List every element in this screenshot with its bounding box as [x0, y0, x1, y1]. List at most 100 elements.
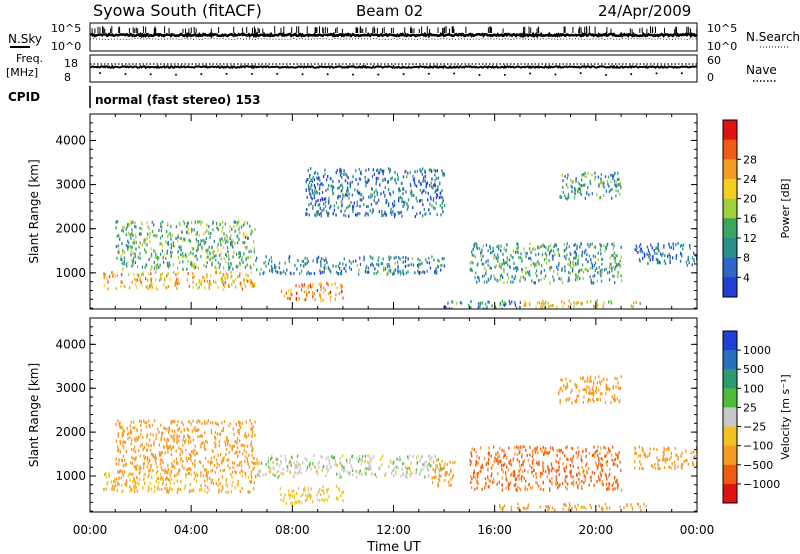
- velocity-cell: [121, 425, 123, 429]
- velocity-cell: [205, 468, 208, 472]
- power-cell: [250, 278, 252, 282]
- power-cell: [469, 267, 472, 271]
- velocity-cell: [349, 461, 351, 464]
- velocity-cell: [211, 468, 214, 472]
- velocity-cell: [532, 461, 534, 465]
- power-cell: [339, 272, 342, 275]
- power-cell: [155, 278, 157, 282]
- power-cell: [610, 301, 613, 305]
- power-cell: [287, 289, 290, 293]
- velocity-cell: [575, 400, 577, 404]
- velocity-cell: [580, 484, 583, 488]
- power-cell: [325, 200, 327, 204]
- velocity-cell: [522, 462, 524, 466]
- freq-dip: [124, 73, 127, 76]
- power-cell: [576, 301, 578, 305]
- power-cell: [594, 245, 597, 249]
- colorbar-swatch: [723, 179, 737, 200]
- power-cell: [170, 250, 172, 254]
- velocity-cell: [161, 451, 163, 454]
- velocity-cell: [670, 455, 672, 459]
- velocity-cell: [515, 477, 517, 481]
- power-cell: [196, 257, 198, 261]
- velocity-cell: [550, 469, 553, 473]
- velocity-cell: [686, 459, 688, 462]
- velocity-cell: [188, 441, 190, 445]
- velocity-cell: [592, 383, 595, 387]
- power-cell: [215, 267, 217, 271]
- velocity-cell: [122, 433, 125, 437]
- power-cell: [370, 195, 372, 199]
- velocity-cell: [149, 468, 151, 472]
- velocity-cell: [175, 474, 177, 478]
- velocity-cell: [608, 451, 610, 455]
- noise-panel: [89, 22, 698, 52]
- power-cell: [239, 272, 241, 276]
- velocity-cell: [135, 485, 137, 489]
- velocity-cell: [664, 466, 666, 470]
- power-cell: [505, 302, 507, 306]
- power-cell: [201, 248, 203, 252]
- velocity-cell: [217, 423, 219, 427]
- velocity-cell: [501, 483, 504, 487]
- velocity-cell: [344, 468, 346, 472]
- velocity-cell: [167, 478, 170, 482]
- power-cell: [179, 246, 181, 250]
- power-cell: [441, 201, 443, 205]
- power-cell: [325, 267, 327, 270]
- velocity-cell: [620, 469, 622, 472]
- power-cell: [579, 191, 581, 195]
- velocity-cell: [305, 468, 307, 472]
- power-cell: [503, 300, 506, 304]
- power-cell: [345, 193, 348, 197]
- power-cell: [233, 220, 235, 224]
- power-cell: [163, 278, 166, 282]
- velocity-cell: [295, 492, 298, 495]
- power-cell: [234, 285, 237, 289]
- velocity-cell: [510, 472, 513, 476]
- power-cell: [346, 186, 349, 190]
- y-tick-label: 2000: [55, 425, 86, 439]
- velocity-cell: [449, 460, 451, 464]
- velocity-cell: [371, 472, 373, 476]
- velocity-cell: [179, 453, 181, 457]
- power-cell: [687, 258, 689, 261]
- power-cell: [646, 245, 649, 249]
- power-cell: [556, 265, 558, 269]
- power-cell: [579, 277, 581, 280]
- power-cell: [134, 221, 136, 225]
- velocity-cell: [634, 466, 636, 470]
- velocity-cell: [586, 385, 588, 389]
- velocity-cell: [167, 450, 169, 454]
- power-cell: [203, 264, 205, 267]
- velocity-cell: [480, 465, 482, 469]
- power-cell: [126, 264, 128, 268]
- velocity-cell: [221, 421, 223, 425]
- power-cell: [596, 299, 598, 303]
- power-cell: [501, 262, 503, 266]
- velocity-cell: [201, 434, 203, 438]
- power-cell: [190, 251, 192, 255]
- power-cell: [103, 283, 106, 287]
- velocity-cell: [124, 463, 127, 467]
- power-cell: [191, 263, 193, 267]
- velocity-cell: [477, 461, 479, 465]
- power-cell: [532, 261, 535, 265]
- power-cell: [574, 186, 576, 190]
- power-cell: [572, 267, 574, 271]
- power-cell: [618, 177, 620, 181]
- power-cell: [204, 240, 207, 244]
- velocity-cell: [327, 487, 329, 491]
- velocity-cell: [225, 479, 227, 483]
- power-cell: [284, 261, 286, 265]
- power-cell: [470, 300, 472, 304]
- power-cell: [598, 184, 600, 188]
- power-cell: [151, 220, 153, 224]
- power-cell: [545, 246, 547, 250]
- power-cell: [321, 197, 323, 200]
- velocity-cell: [216, 462, 218, 466]
- velocity-cell: [566, 457, 568, 461]
- velocity-cell: [172, 436, 174, 440]
- velocity-cell: [165, 483, 168, 487]
- power-cell: [600, 181, 602, 185]
